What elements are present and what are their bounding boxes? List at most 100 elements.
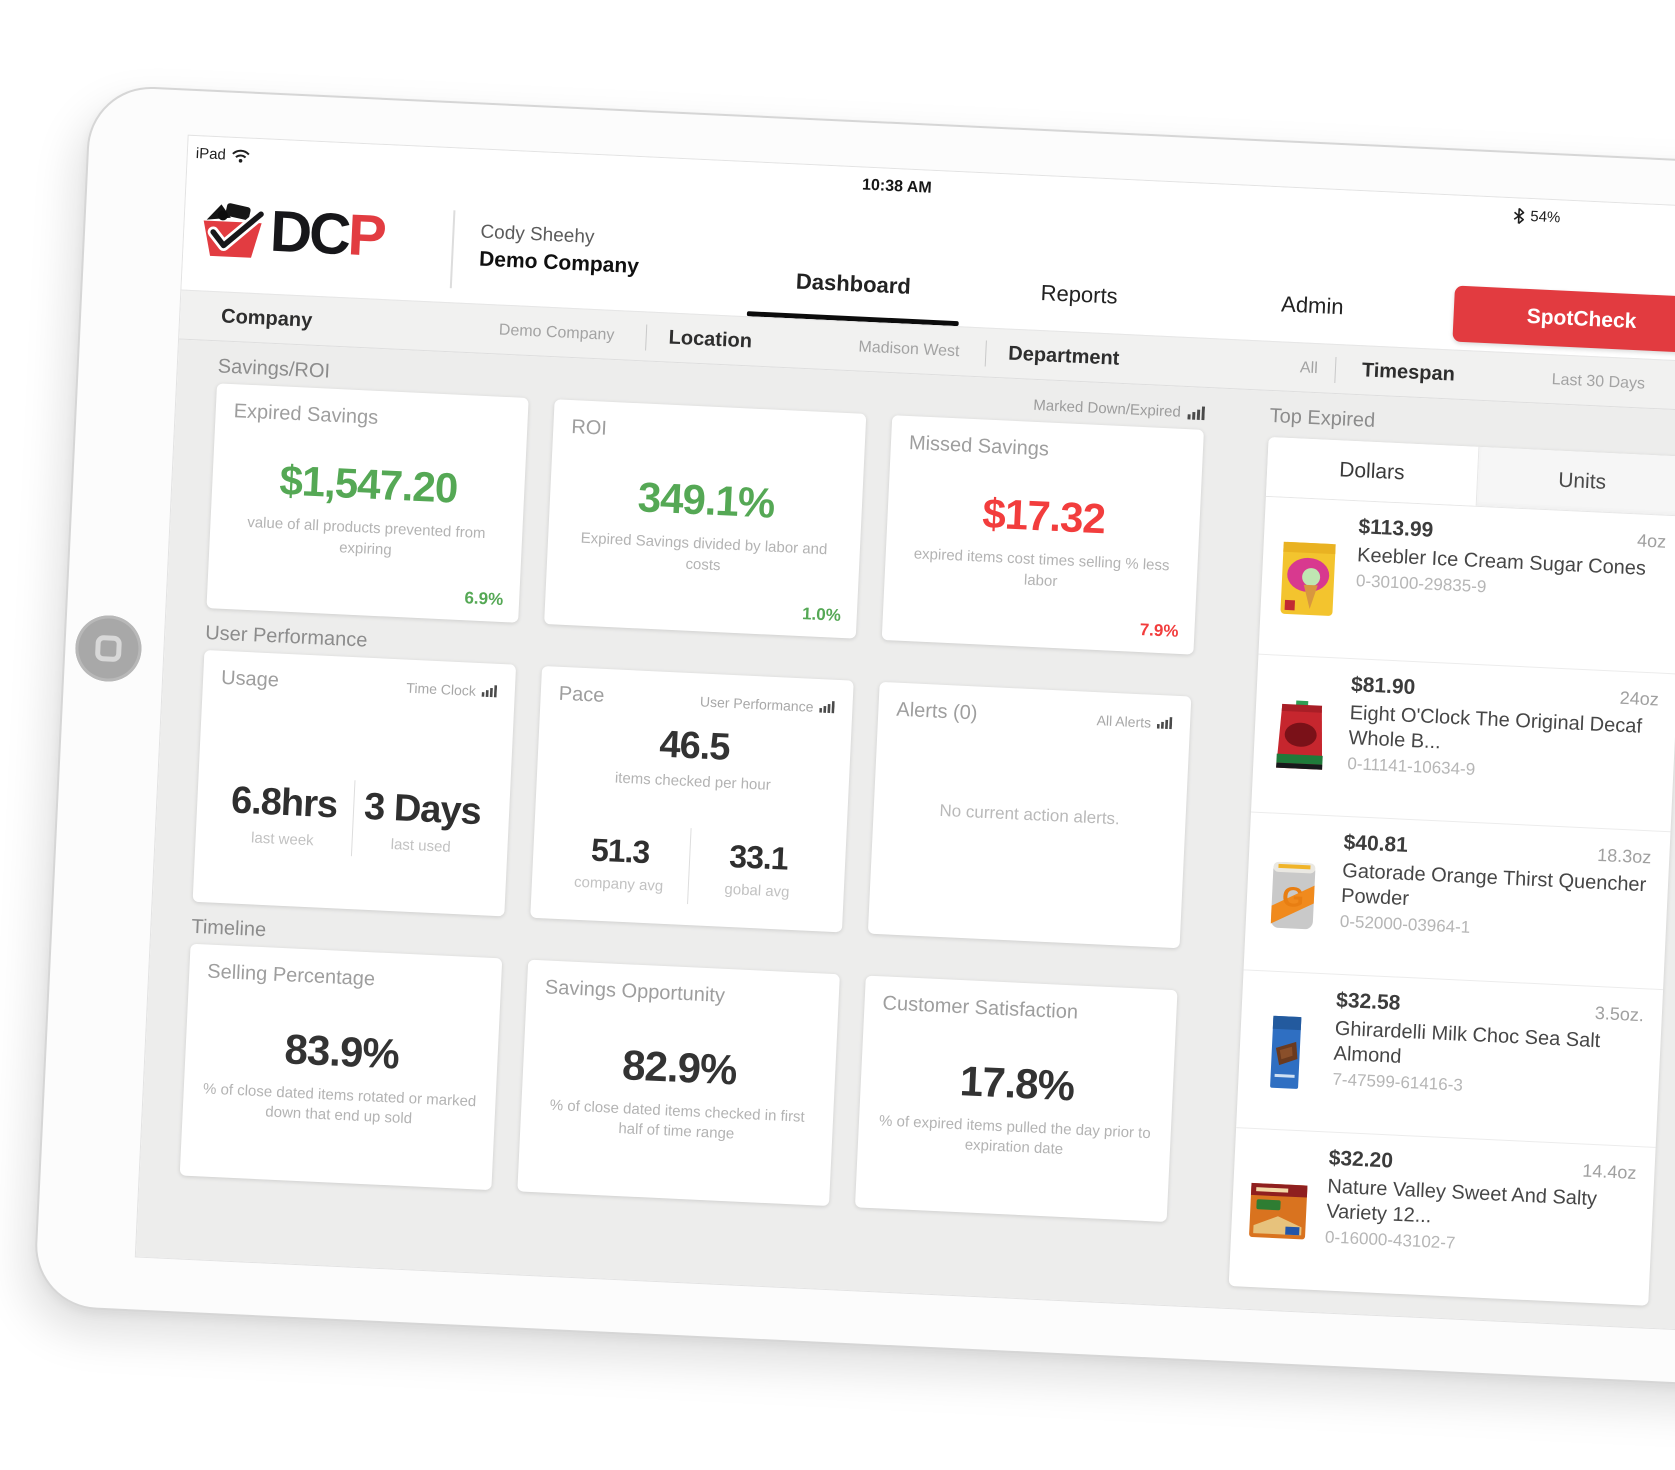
product-thumbnail-keebler-cones — [1273, 511, 1343, 645]
card-title: Expired Savings — [233, 400, 379, 429]
card-title: ROI — [570, 416, 608, 440]
product-row-eight-oclock[interactable]: $81.90 24oz Eight O'Clock The Original D… — [1250, 654, 1675, 833]
card-title: Alerts (0) — [895, 698, 978, 725]
tab-units[interactable]: Units — [1476, 446, 1675, 516]
card-expired-savings: Expired Savings $1,547.20 value of all p… — [206, 383, 529, 623]
section-title-savings-roi: Savings/ROI — [217, 354, 331, 383]
filter-department-value[interactable]: All — [1299, 359, 1319, 378]
product-thumbnail-ghirardelli-bar — [1251, 985, 1321, 1119]
card-title: Savings Opportunity — [544, 976, 726, 1007]
card-savings-opportunity: Savings Opportunity 82.9% % of close dat… — [517, 959, 840, 1207]
product-thumbnail-gatorade-canister: G — [1258, 827, 1328, 961]
svg-text:G: G — [1281, 881, 1304, 913]
status-time: 10:38 AM — [861, 176, 933, 197]
bar-chart-icon — [1156, 717, 1173, 730]
expired-savings-desc: value of all products prevented from exp… — [246, 514, 486, 559]
section-title-user-performance: User Performance — [204, 621, 368, 652]
usage-last-week-label: last week — [250, 829, 315, 850]
product-size: 14.4oz — [1581, 1160, 1637, 1184]
user-performance-link[interactable]: User Performance — [700, 693, 835, 715]
filter-location-label[interactable]: Location — [668, 326, 753, 353]
card-title: Missed Savings — [908, 431, 1050, 461]
product-row-nature-valley[interactable]: $32.20 14.4oz Nature Valley Sweet And Sa… — [1229, 1128, 1656, 1306]
filter-department-label[interactable]: Department — [1007, 342, 1120, 370]
card-roi: ROI 349.1% Expired Savings divided by la… — [544, 399, 867, 639]
wifi-icon — [232, 149, 250, 163]
customer-satisfaction-value: 17.8% — [958, 1056, 1076, 1110]
usage-last-week-value: 6.8hrs — [230, 779, 339, 827]
product-row-ghirardelli[interactable]: $32.58 3.5oz. Ghirardelli Milk Choc Sea … — [1236, 970, 1664, 1148]
status-bar: iPad 10:38 AM 54% — [186, 135, 1675, 276]
marked-down-expired-link[interactable]: Marked Down/Expired — [1033, 396, 1206, 421]
product-size: 4oz — [1636, 530, 1667, 552]
ipad-device: iPad 10:38 AM 54% — [32, 84, 1675, 1408]
roi-value: 349.1% — [636, 473, 776, 527]
top-expired-panel: Dollars Units — [1228, 436, 1675, 1306]
dcp-logo[interactable]: DCP — [197, 198, 386, 269]
basket-logo-icon — [203, 203, 267, 258]
product-price: $32.58 — [1335, 988, 1401, 1015]
card-usage: Usage Time Clock 6.8hrs last week — [192, 650, 517, 917]
all-alerts-link[interactable]: All Alerts — [1096, 712, 1173, 732]
selling-percentage-desc: % of close dated items rotated or marked… — [202, 1080, 477, 1128]
savings-opportunity-value: 82.9% — [621, 1040, 738, 1094]
status-battery-percent: 54% — [1529, 208, 1561, 227]
product-thumbnail-nature-valley-box — [1243, 1143, 1313, 1278]
bar-chart-icon — [819, 701, 835, 714]
pace-value: 46.5 — [658, 723, 731, 769]
product-price: $32.20 — [1328, 1146, 1394, 1173]
ipad-screen: iPad 10:38 AM 54% — [134, 134, 1675, 1352]
tab-dashboard[interactable]: Dashboard — [795, 268, 912, 299]
dcp-wordmark: DCP — [268, 198, 386, 269]
product-row-keebler[interactable]: $113.99 4oz Keebler Ice Cream Sugar Cone… — [1258, 496, 1675, 675]
product-price: $40.81 — [1343, 830, 1409, 857]
card-alerts: Alerts (0) All Alerts No current action … — [867, 681, 1192, 949]
alerts-empty-message: No current action alerts. — [939, 800, 1121, 829]
user-company: Demo Company — [478, 247, 640, 279]
product-price: $113.99 — [1358, 515, 1434, 542]
roi-badge: 1.0% — [801, 604, 842, 625]
card-title: Customer Satisfaction — [882, 992, 1079, 1024]
filter-divider — [984, 340, 987, 367]
card-title: Selling Percentage — [206, 960, 376, 991]
filter-company-label[interactable]: Company — [220, 305, 313, 332]
bar-chart-icon — [1187, 405, 1206, 420]
product-size: 3.5oz. — [1594, 1002, 1645, 1026]
bar-chart-icon — [481, 685, 498, 698]
pace-global-avg-value: 33.1 — [728, 837, 789, 877]
card-title: Pace — [558, 682, 605, 707]
usage-last-used-value: 3 Days — [363, 785, 482, 834]
pace-global-avg-label: gobal avg — [724, 880, 790, 901]
pace-company-avg-value: 51.3 — [590, 831, 651, 871]
filter-timespan-value[interactable]: Last 30 Days — [1551, 371, 1646, 393]
card-pace: Pace User Performance 46.5 items checked… — [530, 665, 854, 933]
filter-location-value[interactable]: Madison West — [858, 338, 960, 361]
card-customer-satisfaction: Customer Satisfaction 17.8% % of expired… — [854, 975, 1178, 1222]
home-button[interactable] — [73, 613, 143, 684]
missed-savings-desc: expired items cost times selling % less … — [913, 545, 1170, 590]
user-info[interactable]: Cody Sheehy Demo Company — [479, 222, 641, 279]
tab-admin[interactable]: Admin — [1280, 291, 1345, 320]
filter-timespan-label[interactable]: Timespan — [1361, 359, 1456, 386]
product-row-gatorade[interactable]: G $40.81 18.3oz Gatorade Orange Thirst Q… — [1243, 812, 1671, 991]
expired-savings-value: $1,547.20 — [278, 456, 459, 512]
filter-divider — [645, 324, 648, 351]
header-divider — [449, 210, 456, 289]
pace-company-avg-label: company avg — [573, 873, 664, 895]
filter-company-value[interactable]: Demo Company — [498, 321, 615, 344]
tab-reports[interactable]: Reports — [1040, 280, 1119, 309]
spotcheck-button[interactable]: SpotCheck — [1452, 285, 1675, 354]
time-clock-link[interactable]: Time Clock — [406, 679, 498, 699]
status-device-label: iPad — [195, 145, 227, 164]
top-expired-column: Top Expired Dollars Units — [1228, 399, 1675, 1306]
bluetooth-icon — [1513, 207, 1525, 225]
missed-savings-value: $17.32 — [981, 489, 1106, 543]
section-title-top-expired: Top Expired — [1269, 404, 1376, 432]
tab-dollars[interactable]: Dollars — [1265, 436, 1479, 506]
usage-last-used-label: last used — [390, 836, 452, 856]
product-thumbnail-coffee-bag — [1266, 669, 1336, 803]
section-title-timeline: Timeline — [190, 915, 267, 941]
main-column: Savings/ROI Marked Down/Expired Expired … — [179, 349, 1206, 1230]
product-price: $81.90 — [1350, 673, 1416, 700]
